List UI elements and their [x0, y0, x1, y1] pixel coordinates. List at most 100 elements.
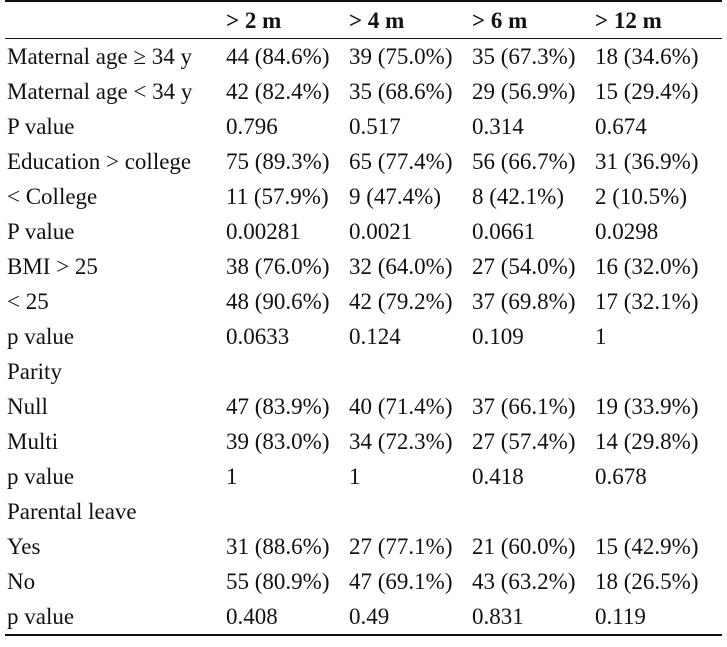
header-cell: > 12 m	[595, 7, 662, 33]
table-row: Null 47 (83.9%) 40 (71.4%) 37 (66.1%) 19 (33…	[5, 389, 722, 424]
table-cell: 48 (90.6%)	[226, 289, 330, 314]
table-cell: 39 (83.0%)	[226, 429, 330, 454]
table-cell: 0.124	[349, 324, 401, 349]
table-cell: 35 (67.3%)	[472, 44, 576, 69]
table-row: < 25 48 (90.6%) 42 (79.2%) 37 (69.8%) 17 (32…	[5, 284, 722, 319]
row-label: < 25	[7, 289, 49, 314]
table-cell: 0.49	[349, 604, 390, 629]
table-cell: 14 (29.8%)	[595, 429, 699, 454]
table-cell: 17 (32.1%)	[595, 289, 699, 314]
header-cell: > 2 m	[226, 7, 282, 33]
table-cell: 0.0661	[472, 219, 536, 244]
row-label: BMI > 25	[7, 254, 98, 279]
table-cell: 27 (77.1%)	[349, 534, 453, 559]
table-cell	[593, 494, 722, 529]
table-row: p value 0.0633 0.124 0.109 1	[5, 319, 722, 354]
table-cell: 0.418	[472, 464, 524, 489]
table-cell: 18 (34.6%)	[595, 44, 699, 69]
table-cell: 21 (60.0%)	[472, 534, 576, 559]
table-cell: 39 (75.0%)	[349, 44, 453, 69]
table-cell: 0.119	[595, 604, 646, 629]
row-label: p value	[7, 464, 75, 489]
table-cell	[224, 494, 347, 529]
table-cell: 1	[595, 324, 607, 349]
table-cell: 34 (72.3%)	[349, 429, 453, 454]
table-row: p value 0.408 0.49 0.831 0.119	[5, 599, 722, 635]
row-label: Parental leave	[7, 499, 137, 524]
table-row: Education > college 75 (89.3%) 65 (77.4%) 5…	[5, 144, 722, 179]
row-label: Maternal age ≥ 34 y	[7, 44, 193, 69]
table-cell	[593, 354, 722, 389]
table-cell: 32 (64.0%)	[349, 254, 453, 279]
table-cell: 65 (77.4%)	[349, 149, 453, 174]
results-table: > 2 m > 4 m > 6 m > 12 m Maternal age ≥ 34 …	[5, 0, 722, 636]
table-cell: 18 (26.5%)	[595, 569, 699, 594]
table-cell: 75 (89.3%)	[226, 149, 330, 174]
table-cell: 31 (36.9%)	[595, 149, 699, 174]
row-label: Parity	[7, 359, 62, 384]
table-row: No 55 (80.9%) 47 (69.1%) 43 (63.2%) 18 (26.5…	[5, 564, 722, 599]
table-row: P value 0.00281 0.0021 0.0661 0.0298	[5, 214, 722, 249]
row-label: Multi	[7, 429, 59, 454]
table-cell: 56 (66.7%)	[472, 149, 576, 174]
table-cell: 0.678	[595, 464, 647, 489]
table-cell	[347, 494, 470, 529]
table-cell	[470, 354, 593, 389]
table-row: Multi 39 (83.0%) 34 (72.3%) 27 (57.4%) 14 (2…	[5, 424, 722, 459]
header-cell: > 6 m	[472, 7, 528, 33]
row-label: Yes	[7, 534, 41, 559]
table-cell: 0.0633	[226, 324, 290, 349]
table-cell: 11 (57.9%)	[226, 184, 329, 209]
table-cell: 0.0298	[595, 219, 659, 244]
table-cell: 1	[226, 464, 238, 489]
table-row: P value 0.796 0.517 0.314 0.674	[5, 109, 722, 144]
table-cell	[347, 354, 470, 389]
table-cell: 47 (69.1%)	[349, 569, 453, 594]
table-row: Parental leave	[5, 494, 722, 529]
row-label: P value	[7, 114, 75, 139]
table-cell: 40 (71.4%)	[349, 394, 453, 419]
header-cell: > 4 m	[349, 7, 405, 33]
row-label: p value	[7, 324, 75, 349]
table-header-row: > 2 m > 4 m > 6 m > 12 m	[5, 1, 722, 39]
table-cell: 37 (66.1%)	[472, 394, 576, 419]
row-label: P value	[7, 219, 75, 244]
table-cell: 0.796	[226, 114, 278, 139]
table-row: p value 1 1 0.418 0.678	[5, 459, 722, 494]
table-cell: 15 (42.9%)	[595, 534, 699, 559]
table-cell: 38 (76.0%)	[226, 254, 330, 279]
table-cell: 9 (47.4%)	[349, 184, 441, 209]
table-row: BMI > 25 38 (76.0%) 32 (64.0%) 27 (54.0%) 16…	[5, 249, 722, 284]
table-cell: 0.314	[472, 114, 524, 139]
table-cell: 0.517	[349, 114, 401, 139]
table-body: Maternal age ≥ 34 y 44 (84.6%) 39 (75.0%) 3…	[5, 39, 722, 635]
header-cell-label	[5, 1, 224, 39]
table-cell: 0.408	[226, 604, 278, 629]
table-cell: 8 (42.1%)	[472, 184, 564, 209]
table-row: Maternal age ≥ 34 y 44 (84.6%) 39 (75.0%) 3…	[5, 39, 722, 75]
table-cell: 0.0021	[349, 219, 413, 244]
table-cell: 29 (56.9%)	[472, 79, 576, 104]
row-label: < College	[7, 184, 98, 209]
table-cell: 31 (88.6%)	[226, 534, 330, 559]
table-cell	[224, 354, 347, 389]
table-row: Maternal age < 34 y 42 (82.4%) 35 (68.6%) 2…	[5, 74, 722, 109]
table-cell: 0.109	[472, 324, 524, 349]
table-row: Parity	[5, 354, 722, 389]
table-cell	[470, 494, 593, 529]
table-cell: 42 (82.4%)	[226, 79, 330, 104]
table-cell: 42 (79.2%)	[349, 289, 453, 314]
table-cell: 15 (29.4%)	[595, 79, 699, 104]
row-label: No	[7, 569, 36, 594]
table-cell: 27 (57.4%)	[472, 429, 576, 454]
row-label: Null	[7, 394, 48, 419]
table-cell: 55 (80.9%)	[226, 569, 330, 594]
table-cell: 27 (54.0%)	[472, 254, 576, 279]
table-cell: 2 (10.5%)	[595, 184, 687, 209]
table-cell: 19 (33.9%)	[595, 394, 699, 419]
table-cell: 0.00281	[226, 219, 301, 244]
row-label: Education > college	[7, 149, 192, 174]
table-cell: 1	[349, 464, 361, 489]
row-label: p value	[7, 604, 75, 629]
table-cell: 37 (69.8%)	[472, 289, 576, 314]
